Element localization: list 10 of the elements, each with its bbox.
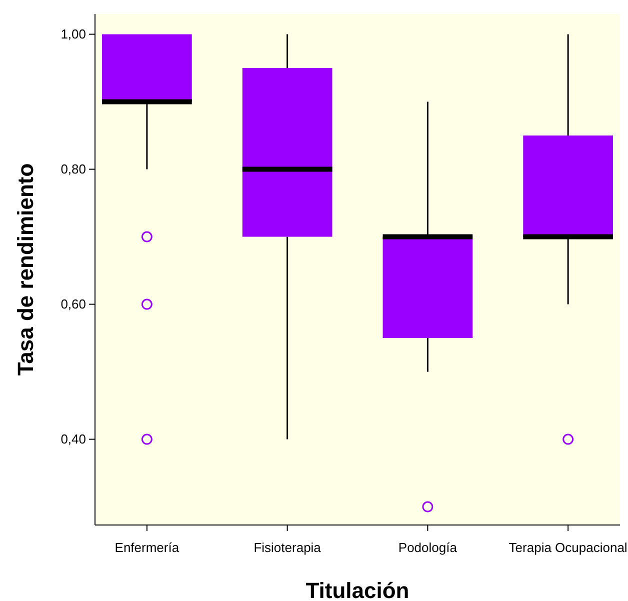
x-tick-label: Podología: [398, 540, 458, 556]
x-tick-label: Enfermería: [114, 540, 180, 556]
y-tick-label: 0,80: [60, 161, 86, 176]
x-tick-label: Fisioterapia: [254, 540, 322, 556]
y-axis-title: Tasa de rendimiento: [13, 163, 38, 376]
y-tick-label: 0,60: [60, 296, 86, 312]
y-tick-label: 1,00: [60, 26, 86, 42]
x-tick-label: Terapia Ocupacional: [508, 540, 628, 556]
x-axis-title: Titulación: [306, 578, 410, 601]
y-tick-label: 0,40: [60, 431, 86, 446]
